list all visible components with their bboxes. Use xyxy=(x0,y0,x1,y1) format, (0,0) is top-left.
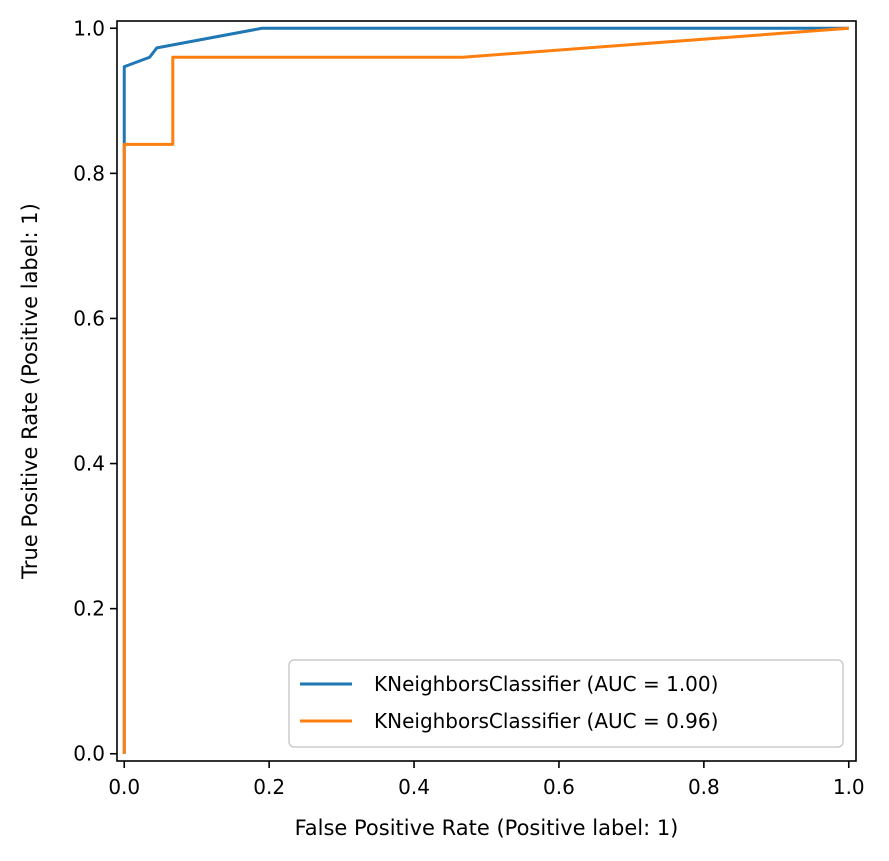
legend-label-1: KNeighborsClassifier (AUC = 1.00) xyxy=(374,672,718,696)
series-line-1 xyxy=(122,26,849,754)
legend: KNeighborsClassifier (AUC = 1.00) KNeighb… xyxy=(288,659,844,748)
x-tick-label: 0.0 xyxy=(108,775,140,799)
y-tick-label: 0.2 xyxy=(73,597,105,621)
x-axis-label: False Positive Rate (Positive label: 1) xyxy=(295,816,679,840)
legend-label-2: KNeighborsClassifier (AUC = 0.96) xyxy=(374,709,718,733)
y-tick-label: 0.0 xyxy=(73,742,105,766)
y-tick-label: 1.0 xyxy=(73,16,105,40)
x-tick-label: 0.6 xyxy=(543,775,575,799)
axes-frame xyxy=(116,20,857,762)
series-line-2 xyxy=(122,26,849,754)
legend-box xyxy=(288,659,844,748)
y-tick-label: 0.8 xyxy=(73,161,105,185)
y-tick-label: 0.4 xyxy=(73,452,105,476)
x-tick-label: 0.2 xyxy=(253,775,285,799)
y-axis-label: True Positive Rate (Positive label: 1) xyxy=(18,203,42,580)
x-axis-ticks: 0.0 0.2 0.4 0.6 0.8 1.0 xyxy=(108,761,865,799)
y-axis-ticks: 0.0 0.2 0.4 0.6 0.8 1.0 xyxy=(73,16,117,766)
x-tick-label: 0.8 xyxy=(688,775,720,799)
plot-area xyxy=(116,20,857,762)
x-tick-label: 1.0 xyxy=(833,775,865,799)
y-tick-label: 0.6 xyxy=(73,306,105,330)
x-tick-label: 0.4 xyxy=(398,775,430,799)
